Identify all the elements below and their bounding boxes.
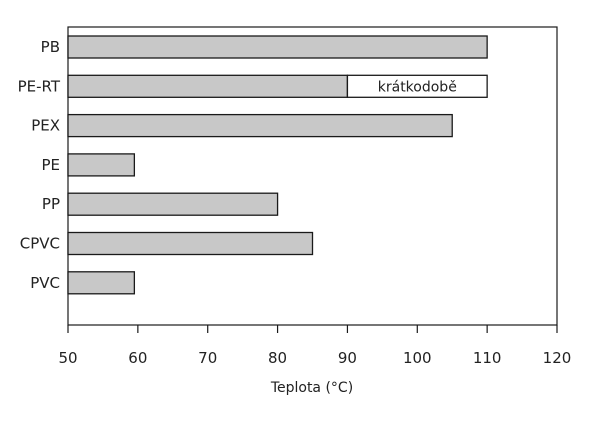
category-label-pe: PE xyxy=(41,156,60,174)
x-tick-label-70: 70 xyxy=(198,349,217,367)
plot-frame xyxy=(67,26,558,326)
bar-pvc xyxy=(67,271,136,295)
bar-pb xyxy=(67,35,488,59)
extension-bar-pe-rt xyxy=(346,74,488,98)
x-tick-label-120: 120 xyxy=(543,349,572,367)
category-label-pex: PEX xyxy=(31,117,60,135)
bar-pp xyxy=(67,192,279,216)
x-axis-label: Teplota (°C) xyxy=(270,380,353,396)
x-tick-label-80: 80 xyxy=(268,349,287,367)
category-labels: PB PE-RT PEX PE PP CPVC PVC xyxy=(18,38,61,292)
category-label-pp: PP xyxy=(42,195,60,213)
category-label-pvc: PVC xyxy=(30,274,60,292)
x-tick-label-90: 90 xyxy=(338,349,357,367)
x-tick-label-60: 60 xyxy=(128,349,147,367)
bar-pe xyxy=(67,153,136,177)
extension-layer: krátkodobě xyxy=(346,74,488,98)
category-label-pb: PB xyxy=(41,38,60,56)
bar-pex xyxy=(67,113,453,138)
bar-cpvc xyxy=(67,231,314,256)
x-tick-label-50: 50 xyxy=(58,349,77,367)
bar-pe-rt xyxy=(67,74,349,98)
category-label-cpvc: CPVC xyxy=(20,235,60,253)
x-tick-label-100: 100 xyxy=(403,349,432,367)
category-label-pe-rt: PE-RT xyxy=(18,77,61,95)
x-ticks: 50 60 70 80 90 100 110 120 xyxy=(58,325,571,367)
x-tick-label-110: 110 xyxy=(473,349,502,367)
extension-label: krátkodobě xyxy=(378,79,457,95)
